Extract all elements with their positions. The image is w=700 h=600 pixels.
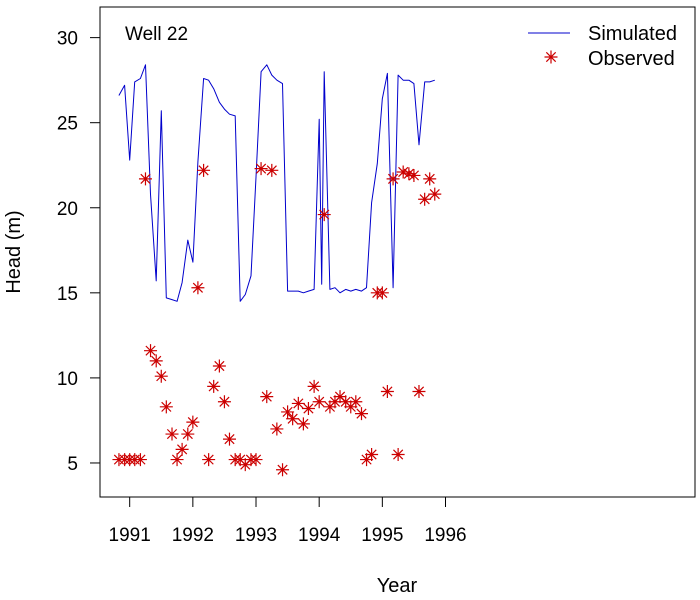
observed-point [212,359,226,373]
observed-point [423,172,437,186]
observed-point [186,415,200,429]
y-axis: 5 10 15 20 25 30 [57,29,100,475]
observed-point [412,385,426,399]
observed-point [418,192,432,206]
observed-point [354,407,368,421]
observed-point [202,453,216,467]
plot-frame [99,6,696,498]
x-tick-label: 1992 [172,525,214,546]
observed-point [428,187,442,201]
x-tick-label: 1995 [361,525,403,546]
y-tick-label: 20 [57,199,78,220]
observed-point [181,427,195,441]
x-tick-label: 1993 [235,525,277,546]
observed-point [312,395,326,409]
x-axis-title: Year [377,575,418,597]
observed-point [233,453,247,467]
simulated-series [118,64,435,302]
observed-point [380,385,394,399]
legend: Simulated Observed [528,23,677,70]
observed-point [291,396,305,410]
observed-point [217,395,231,409]
observed-point [249,453,263,467]
x-tick-label: 1996 [424,525,466,546]
observed-point [276,463,290,477]
observed-point [349,395,363,409]
y-tick-label: 25 [57,114,78,135]
legend-label-simulated: Simulated [588,23,677,45]
observed-point [360,453,374,467]
x-tick-label: 1994 [298,525,341,546]
observed-point [222,432,236,446]
y-tick-label: 15 [57,284,78,305]
plot-area [112,64,442,477]
observed-point [328,395,342,409]
observed-point [375,286,389,300]
observed-point [286,412,300,426]
legend-label-observed: Observed [588,48,675,70]
observed-series [112,162,442,477]
observed-point [149,354,163,368]
observed-point [365,447,379,461]
observed-point [144,344,158,358]
observed-point [323,400,337,414]
observed-point [307,379,321,393]
observed-point [165,427,179,441]
observed-point [396,165,410,179]
observed-point [191,281,205,295]
legend-marker-observed [544,50,558,64]
observed-point [281,405,295,419]
observed-point [159,400,173,414]
x-tick-label: 1991 [109,525,151,546]
observed-point [296,417,310,431]
observed-point [386,172,400,186]
observed-point [402,167,416,181]
observed-point [339,395,353,409]
well-annotation: Well 22 [125,24,188,45]
y-tick-label: 10 [57,369,78,390]
observed-point [333,390,347,404]
observed-point [317,208,331,222]
y-axis-title: Head (m) [3,210,25,293]
y-tick-label: 30 [57,29,78,50]
y-tick-label: 5 [67,454,78,475]
observed-point [270,422,284,436]
observed-point [138,172,152,186]
observed-point [154,369,168,383]
observed-point [197,163,211,177]
x-axis: 1991 1992 1993 1994 1995 1996 [109,497,467,546]
observed-point [133,453,147,467]
observed-point [238,458,252,472]
observed-point [407,168,421,182]
observed-point [265,163,279,177]
observed-point [254,162,268,176]
observed-point [207,379,221,393]
observed-point [260,390,274,404]
observed-point [175,442,189,456]
observed-point [344,400,358,414]
simulated-line [118,64,435,302]
observed-point [170,453,184,467]
legend-star-icon [544,50,558,64]
observed-point [391,447,405,461]
observed-point [301,402,315,416]
